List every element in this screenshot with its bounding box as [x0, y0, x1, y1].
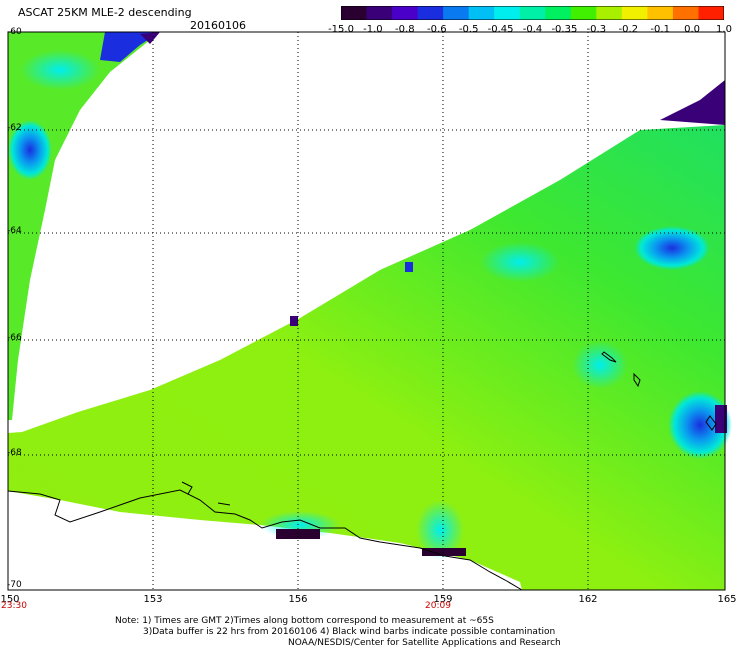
footer-credit: NOAA/NESDIS/Center for Satellite Applica… [288, 638, 561, 648]
map-frame [7, 31, 726, 591]
map-date: 20160106 [190, 19, 246, 32]
colorbar-tick-label: -0.45 [487, 24, 514, 35]
lon-label: 165 [717, 594, 737, 605]
colorbar-swatch [468, 6, 495, 20]
colorbar-swatch [621, 6, 648, 20]
lon-label: 162 [578, 594, 598, 605]
coastline [7, 351, 717, 591]
time-label: 23:30 [1, 601, 27, 611]
colorbar-swatch [647, 6, 674, 20]
colorbar-tick-label: 1.0 [716, 24, 732, 35]
lat-label: -68 [7, 448, 22, 458]
colorbar-tick-label: -15.0 [328, 24, 354, 35]
colorbar-tick-label: -0.3 [586, 24, 607, 35]
colorbar-tick-label: -1.0 [363, 24, 383, 35]
colorbar-swatch [698, 6, 724, 20]
colorbar-tick-label: -0.4 [522, 24, 543, 35]
colorbar-swatch [366, 6, 393, 20]
map-title: ASCAT 25KM MLE-2 descending [18, 6, 192, 19]
colorbar-tick-label: -0.8 [395, 24, 415, 35]
colorbar-swatch [341, 6, 368, 20]
lat-label: -66 [7, 333, 22, 343]
lon-label: 156 [288, 594, 308, 605]
lon-label: 150 [0, 594, 20, 605]
swath-main [8, 80, 732, 590]
lat-label: -60 [7, 27, 22, 37]
colorbar-tick-label: -0.5 [458, 24, 479, 35]
lat-label: -70 [7, 580, 22, 590]
colorbar-tick-label: -0.35 [551, 24, 578, 35]
colorbar-swatch [596, 6, 623, 20]
footer-note-2: 3)Data buffer is 22 hrs from 20160106 4)… [143, 627, 556, 637]
colorbar-tick-label: -0.1 [650, 24, 670, 35]
colorbar-swatch [672, 6, 699, 20]
lat-label: -62 [7, 123, 22, 133]
lat-label: -64 [7, 226, 22, 236]
time-label: 20:09 [425, 601, 451, 611]
colorbar-swatch [519, 6, 546, 20]
lon-label: 153 [143, 594, 163, 605]
grid [8, 32, 725, 590]
colorbar-swatch [494, 6, 521, 20]
swath-upper-left [8, 32, 160, 420]
colorbar-tick-label: -0.2 [618, 24, 639, 35]
colorbar-swatch [570, 6, 597, 20]
colorbar [341, 6, 724, 20]
footer-note-1: Note: 1) Times are GMT 2)Times along bot… [115, 616, 494, 626]
colorbar-tick-label: 0.0 [684, 24, 701, 35]
colorbar-swatch [417, 6, 444, 20]
lon-label: 159 [433, 594, 453, 605]
colorbar-swatch [545, 6, 572, 20]
colorbar-tick-label: -0.6 [427, 24, 447, 35]
colorbar-swatch [392, 6, 419, 20]
colorbar-swatch [443, 6, 470, 20]
